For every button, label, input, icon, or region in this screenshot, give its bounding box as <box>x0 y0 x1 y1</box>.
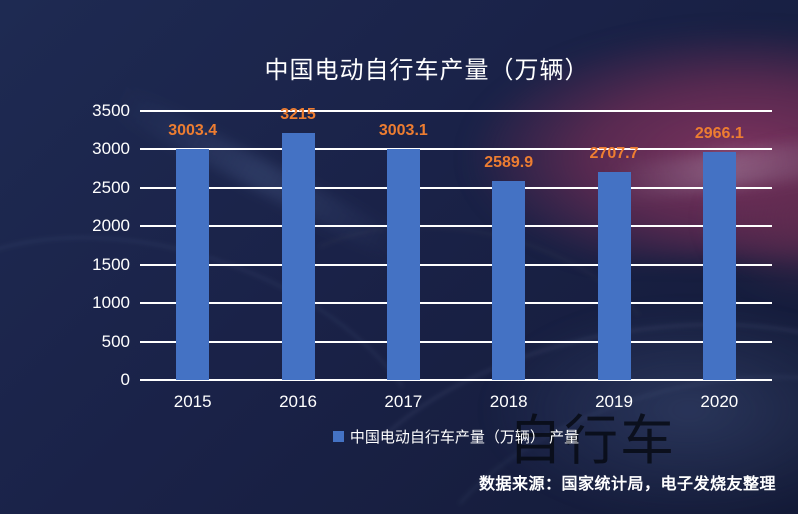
gridline <box>140 340 772 343</box>
x-tick-label: 2015 <box>173 392 212 411</box>
bar-value-label: 3003.4 <box>168 122 218 140</box>
x-tick-label: 2018 <box>489 392 528 411</box>
legend-label: 中国电动自行车产量（万辆） 产量 <box>349 429 580 446</box>
y-tick-label: 2500 <box>92 177 130 197</box>
y-tick-label: 0 <box>120 370 130 389</box>
gridline <box>140 110 772 112</box>
y-tick-label: 500 <box>101 331 130 351</box>
x-tick-label: 2019 <box>595 392 633 411</box>
gridline <box>140 263 772 266</box>
bar-2015 <box>176 149 210 380</box>
gridline <box>140 148 772 151</box>
bar-value-label: 2966.1 <box>694 125 744 143</box>
bar-2016 <box>281 132 315 380</box>
bar-2018 <box>492 180 526 380</box>
chart-title: 中国电动自行车产量（万辆） <box>264 57 590 84</box>
bar-2020 <box>702 152 736 380</box>
x-tick-label: 2017 <box>384 392 423 411</box>
bar-value-label: 2707.7 <box>589 144 639 162</box>
y-tick-label: 1000 <box>92 293 130 313</box>
legend: 中国电动自行车产量（万辆） 产量 <box>140 426 772 447</box>
bar-value-label: 3215 <box>280 105 316 123</box>
bar-2017 <box>386 149 420 380</box>
gridline <box>140 225 772 228</box>
source-note: 数据来源：国家统计局，电子发烧友整理 <box>478 476 776 493</box>
y-tick-label: 2000 <box>92 216 130 236</box>
x-tick-label: 2016 <box>279 392 317 411</box>
y-tick-label: 3000 <box>92 139 130 159</box>
bar-value-label: 2589.9 <box>484 153 534 171</box>
y-tick-label: 1500 <box>92 254 130 274</box>
x-tick-label: 2020 <box>700 392 739 411</box>
bar-2019 <box>597 171 631 380</box>
legend-marker-swatch <box>332 431 344 442</box>
bar-value-label: 3003.1 <box>378 122 428 140</box>
gridline <box>140 379 772 381</box>
y-tick-label: 3500 <box>92 101 130 120</box>
gridline <box>140 186 772 189</box>
gridline <box>140 302 772 305</box>
